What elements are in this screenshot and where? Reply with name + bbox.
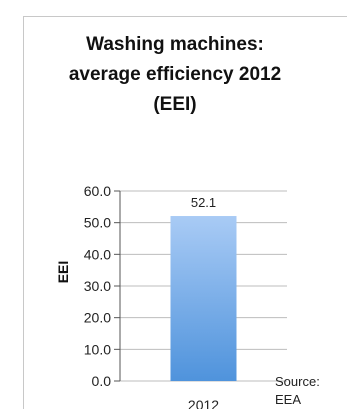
- y-tick-label: 20.0: [84, 310, 111, 326]
- y-tick-label: 0.0: [92, 373, 112, 389]
- bar-value-label: 52.1: [191, 195, 216, 210]
- y-tick-label: 10.0: [84, 341, 111, 357]
- chart-title-line-3: (EEI): [153, 94, 197, 115]
- x-tick-label: 2012: [188, 397, 219, 409]
- y-tick-label: 40.0: [84, 246, 111, 262]
- y-tick-label: 50.0: [84, 215, 111, 231]
- source-label: Source:: [275, 374, 320, 389]
- bar: [170, 216, 237, 381]
- chart-title-line-1: Washing machines:: [86, 34, 264, 55]
- y-tick-label: 30.0: [84, 278, 111, 294]
- chart-title: Washing machines: average efficiency 201…: [25, 30, 325, 120]
- y-axis-label: EEI: [55, 261, 71, 284]
- y-tick-label: 60.0: [84, 183, 111, 199]
- source-name: EEA: [275, 392, 302, 407]
- chart-title-line-2: average efficiency 2012: [68, 64, 282, 85]
